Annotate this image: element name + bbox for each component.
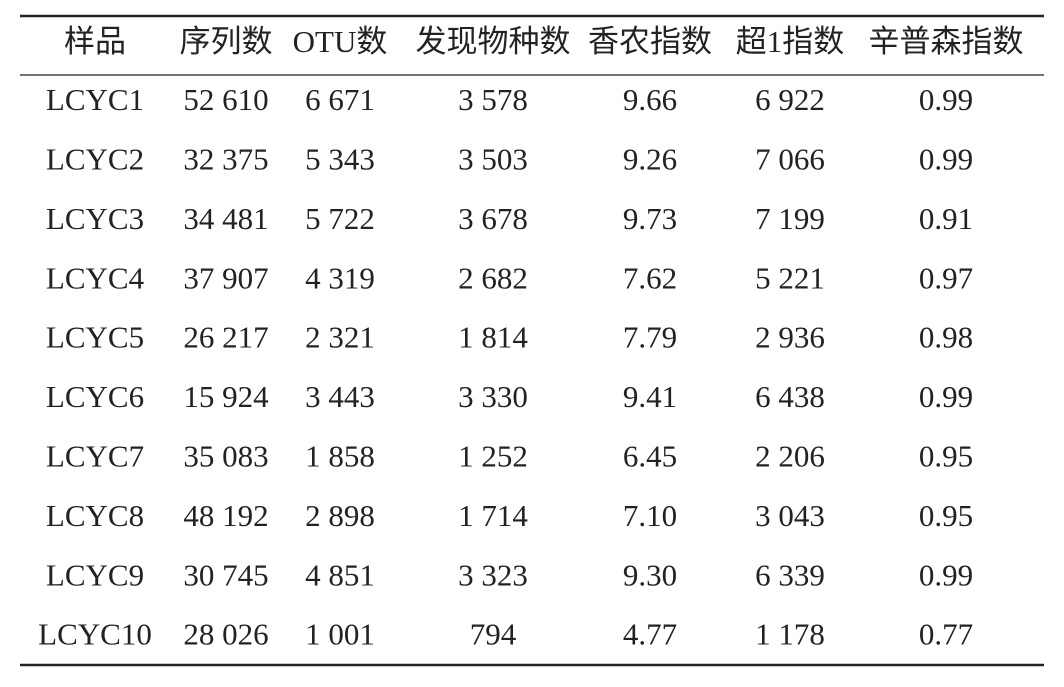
cell: 2 682 [458,260,528,295]
cell: 2 936 [755,320,825,355]
cell: LCYC8 [46,498,144,533]
cell: 5 722 [305,201,375,236]
cell: LCYC3 [46,201,144,236]
cell: LCYC10 [38,617,152,652]
cell: LCYC5 [46,320,144,355]
cell: 0.99 [919,557,973,592]
cell: LCYC9 [46,557,144,592]
cell: 6 438 [755,379,825,414]
header-cell: 序列数 [180,24,273,59]
cell: 5 343 [305,142,375,177]
header-cell: 辛普森指数 [869,24,1024,59]
cell: 3 678 [458,201,528,236]
cell: 32 375 [183,142,268,177]
header-cell: 发现物种数 [416,24,571,59]
cell: 52 610 [183,82,268,117]
cell: 0.99 [919,82,973,117]
cell: LCYC4 [46,260,145,295]
cell: 9.30 [623,557,677,592]
cell: 7.62 [623,260,677,295]
cell: 1 001 [305,617,375,652]
header-cell: 超1指数 [736,24,845,59]
cell: 1 714 [458,498,528,533]
cell: 3 330 [458,379,528,414]
cell: 2 898 [305,498,375,533]
cell: 0.95 [919,498,973,533]
cell: 1 814 [458,320,528,355]
cell: 3 443 [305,379,375,414]
cell: 0.99 [919,142,973,177]
cell: 9.26 [623,142,677,177]
cell: 15 924 [183,379,269,414]
cell: 9.66 [623,82,677,117]
cell: 1 858 [305,439,375,474]
cell: 5 221 [755,260,825,295]
cell: 2 206 [755,439,825,474]
cell: 0.99 [919,379,973,414]
cell: 48 192 [183,498,268,533]
cell: 4.77 [623,617,677,652]
cell: 6.45 [623,439,677,474]
cell: 9.73 [623,201,677,236]
header-cell: OTU数 [293,24,388,59]
cell: 3 578 [458,82,528,117]
cell: 6 339 [755,557,825,592]
cell: 6 671 [305,82,375,117]
cell: LCYC6 [46,379,144,414]
cell: 794 [470,617,517,652]
cell: 37 907 [183,260,268,295]
cell: 7.10 [623,498,677,533]
cell: 9.41 [623,379,677,414]
cell: 0.98 [919,320,973,355]
cell: 4 319 [305,260,375,295]
cell: 26 217 [183,320,268,355]
cell: 6 922 [755,82,825,117]
cell: 2 321 [305,320,375,355]
cell: 7 199 [755,201,825,236]
cell: 34 481 [183,201,268,236]
cell: 0.77 [919,617,973,652]
cell: 3 503 [458,142,528,177]
cell: 3 323 [458,557,528,592]
cell: 28 026 [183,617,268,652]
cell: LCYC1 [46,82,144,117]
cell: 35 083 [183,439,268,474]
cell: 7 066 [755,142,825,177]
cell: 1 252 [458,439,528,474]
cell: 4 851 [305,557,375,592]
cell: 30 745 [183,557,268,592]
cell: LCYC2 [46,142,144,177]
cell: 0.95 [919,439,973,474]
cell: 0.91 [919,201,973,236]
header-cell: 香农指数 [588,24,712,59]
cell: 7.79 [623,320,677,355]
cell: 3 043 [755,498,825,533]
cell: LCYC7 [46,439,144,474]
cell: 1 178 [755,617,825,652]
header-cell: 样品 [64,24,126,59]
cell: 0.97 [919,260,973,295]
